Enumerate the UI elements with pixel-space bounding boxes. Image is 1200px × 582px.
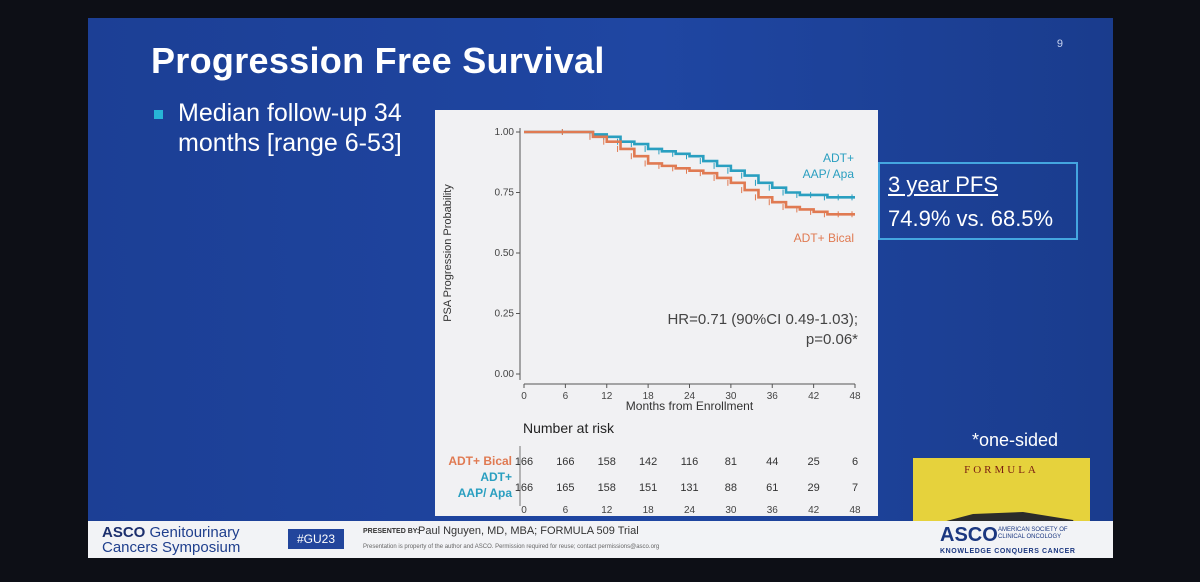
- asco-gu-asco: ASCO: [102, 524, 146, 541]
- risk-value: 131: [680, 482, 698, 494]
- risk-time-label: 24: [684, 505, 696, 516]
- hr-annotation-line2: p=0.06*: [806, 331, 858, 348]
- series-label-apa: AAP/ Apa: [803, 167, 855, 181]
- risk-time-label: 48: [849, 505, 861, 516]
- risk-time-label: 42: [808, 505, 820, 516]
- risk-table-title: Number at risk: [523, 420, 615, 436]
- risk-row-label: ADT+ Bical: [448, 454, 512, 468]
- x-tick-label: 24: [684, 391, 696, 402]
- risk-row-label: AAP/ Apa: [458, 486, 513, 500]
- x-tick-label: 42: [808, 391, 820, 402]
- hr-annotation-line1: HR=0.71 (90%CI 0.49-1.03);: [667, 311, 858, 328]
- x-tick-label: 36: [767, 391, 779, 402]
- risk-time-label: 12: [601, 505, 613, 516]
- x-tick-label: 30: [725, 391, 737, 402]
- risk-value: 81: [725, 456, 737, 468]
- risk-value: 88: [725, 482, 737, 494]
- risk-value: 165: [556, 482, 574, 494]
- footnote: *one-sided: [972, 430, 1059, 450]
- risk-value: 116: [681, 456, 699, 468]
- x-tick-label: 6: [563, 391, 569, 402]
- x-tick-label: 0: [521, 391, 527, 402]
- footer: ASCO Genitourinary Cancers Symposium #GU…: [88, 521, 1113, 558]
- x-tick-label: 48: [849, 391, 861, 402]
- x-axis-label: Months from Enrollment: [626, 399, 754, 413]
- presenter: Paul Nguyen, MD, MBA; FORMULA 509 Trial: [418, 525, 639, 537]
- risk-value: 166: [556, 456, 574, 468]
- formula-logo-word: FORMULA: [964, 464, 1039, 476]
- pfs-title: 3 year PFS: [888, 172, 999, 197]
- followup-bullet: Median follow-up 34 months [range 6-53]: [178, 99, 402, 157]
- asco-gu-line1: Genitourinary: [149, 524, 240, 541]
- y-axis-label: PSA Progression Probability: [442, 184, 454, 322]
- hashtag-badge: #GU23: [288, 529, 345, 549]
- presented-by-label: PRESENTED BY:: [363, 528, 420, 535]
- bullet-marker: [154, 110, 163, 119]
- risk-value: 166: [515, 456, 533, 468]
- asco-tagline: KNOWLEDGE CONQUERS CANCER: [940, 548, 1076, 555]
- y-tick-label: 0.75: [495, 188, 515, 199]
- asco-word: ASCO: [940, 524, 998, 546]
- slide: Progression Free Survival 9 Median follo…: [88, 18, 1113, 558]
- risk-value: 151: [639, 482, 657, 494]
- risk-time-label: 30: [725, 505, 737, 516]
- asco-gu-line2: Cancers Symposium: [102, 539, 241, 556]
- risk-value: 166: [515, 482, 533, 494]
- disclaimer: Presentation is property of the author a…: [363, 544, 660, 550]
- km-curve-adt-aap-apa: [524, 130, 855, 199]
- series-label-apa: ADT+: [823, 151, 854, 165]
- risk-row-label: ADT+: [480, 470, 512, 484]
- risk-value: 29: [808, 482, 820, 494]
- risk-value: 44: [766, 456, 778, 468]
- risk-time-label: 36: [767, 505, 779, 516]
- km-chart: 0.00 0.25 0.50 0.75 1.00 0 6 12 18 24 30 36 42 48 Mont…: [442, 127, 861, 516]
- risk-value: 7: [852, 482, 858, 494]
- page-number: 9: [1056, 38, 1063, 50]
- pfs-box: 3 year PFS 74.9% vs. 68.5%: [878, 162, 1078, 240]
- y-tick-label: 0.50: [495, 248, 515, 259]
- risk-time-label: 18: [643, 505, 655, 516]
- asco-gu-logo: ASCO Genitourinary Cancers Symposium: [102, 525, 240, 555]
- pfs-value: 74.9% vs. 68.5%: [888, 206, 1054, 231]
- km-curve-adt-bical: [524, 130, 855, 216]
- risk-value: 61: [766, 482, 778, 494]
- y-tick-label: 0.00: [495, 369, 515, 380]
- risk-time-label: 6: [563, 505, 569, 516]
- risk-time-label: 0: [521, 505, 527, 516]
- series-label-bical: ADT+ Bical: [794, 231, 854, 245]
- x-tick-label: 18: [643, 391, 655, 402]
- risk-value: 158: [598, 482, 616, 494]
- risk-value: 158: [598, 456, 616, 468]
- asco-society: AMERICAN SOCIETY OF CLINICAL ONCOLOGY: [998, 527, 1068, 540]
- slide-title: Progression Free Survival: [151, 40, 605, 81]
- km-chart-panel: 0.00 0.25 0.50 0.75 1.00 0 6 12 18 24 30 36 42 48 Mont…: [435, 110, 878, 516]
- risk-value: 142: [639, 456, 657, 468]
- y-tick-label: 0.25: [495, 309, 515, 320]
- y-tick-label: 1.00: [495, 127, 515, 138]
- x-tick-label: 12: [601, 391, 613, 402]
- risk-value: 6: [852, 456, 858, 468]
- risk-value: 25: [808, 456, 820, 468]
